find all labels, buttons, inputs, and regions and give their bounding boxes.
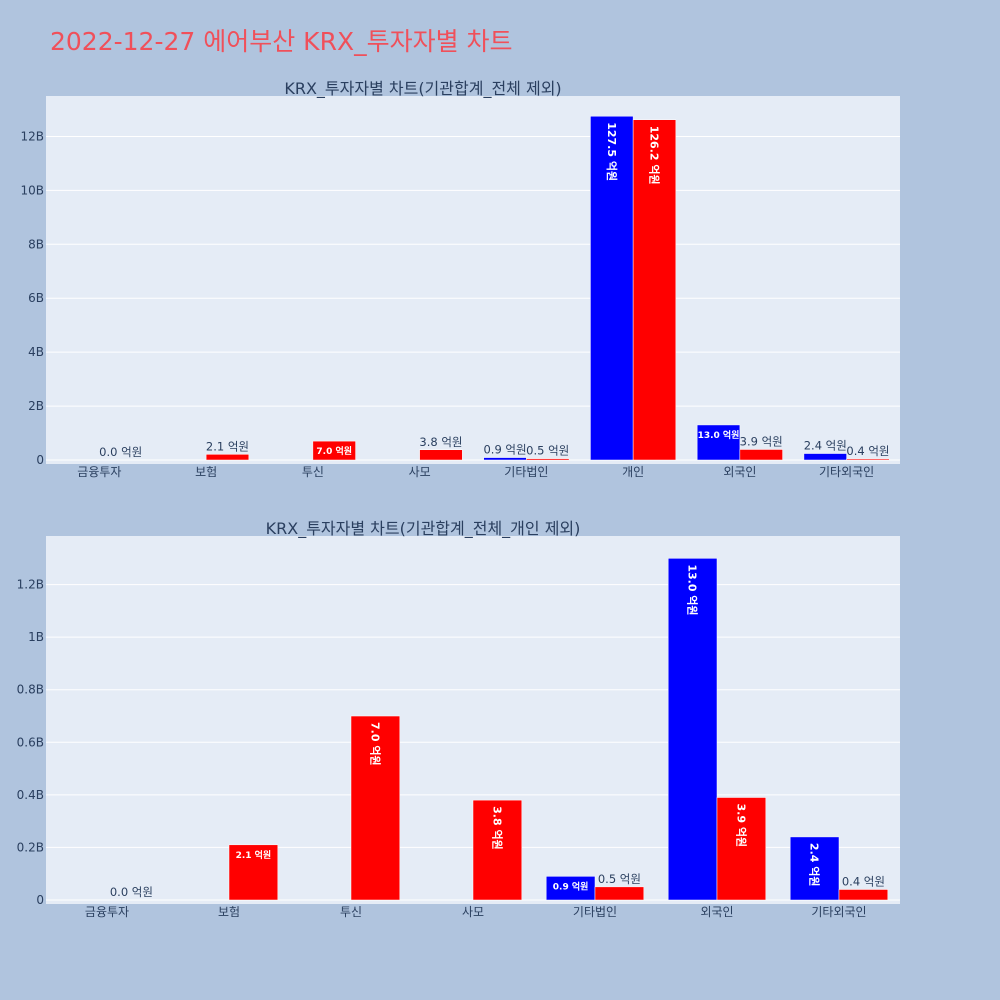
bar-data-label: 126.2 억원	[647, 126, 661, 185]
bar-data-label: 3.8 억원	[490, 806, 504, 850]
x-tick-label: 투신	[302, 465, 324, 479]
chart-title: KRX_투자자별 차트(기관합계_전체 제외)	[284, 79, 561, 99]
y-tick-label: 0	[36, 893, 44, 907]
bar[interactable]	[838, 889, 889, 901]
chart-1: 0 2B 4B 6B 8B 10B 12B KRX_투자자별 차트(기관합계_전체 제외) 금융…	[20, 79, 900, 479]
bar-data-label: 0.9 억원	[483, 443, 526, 457]
bar-data-label: 0.4 억원	[842, 874, 885, 888]
x-tick-label: 외국인	[723, 465, 756, 479]
bar-data-label: 2.1 억원	[206, 439, 249, 453]
bar-data-label: 7.0 억원	[368, 722, 382, 766]
page-title: 2022-12-27 에어부산 KRX_투자자별 차트	[50, 27, 513, 56]
bar-data-label: 7.0 억원	[316, 445, 352, 457]
chart-title: KRX_투자자별 차트(기관합계_전체_개인 제외)	[266, 519, 581, 539]
y-tick-label: 0.8B	[17, 683, 44, 697]
y-tick-label: 0.4B	[17, 788, 44, 802]
bar[interactable]	[419, 449, 463, 461]
y-tick-label: 0.2B	[17, 840, 44, 854]
y-tick-label: 4B	[28, 345, 44, 359]
bar-data-label: 3.9 억원	[734, 804, 748, 848]
bar-data-label: 2.1 억원	[236, 849, 272, 861]
y-tick-label: 6B	[28, 291, 44, 305]
x-tick-label: 기타법인	[504, 465, 548, 479]
x-tick-label: 개인	[622, 465, 644, 479]
bar-data-label: 0.0 억원	[99, 445, 142, 459]
bar-data-label: 3.8 억원	[419, 435, 462, 449]
bar[interactable]	[716, 797, 767, 901]
bar[interactable]	[789, 836, 840, 901]
bar[interactable]	[739, 449, 783, 461]
bar[interactable]	[350, 715, 401, 901]
x-tick-label: 금융투자	[77, 465, 121, 479]
x-tick-label: 금융투자	[85, 905, 129, 919]
bar[interactable]	[205, 454, 250, 461]
bar[interactable]	[846, 458, 890, 461]
bar-data-label: 2.4 억원	[808, 843, 822, 887]
y-tick-label: 1B	[28, 630, 44, 644]
bar[interactable]	[667, 558, 718, 901]
x-tick-label: 보험	[218, 905, 240, 919]
x-tick-label: 보험	[195, 465, 217, 479]
x-tick-label: 투신	[340, 905, 362, 919]
x-tick-label: 사모	[409, 465, 431, 479]
y-tick-label: 1.2B	[17, 578, 44, 592]
bar-data-label: 0.0 억원	[110, 885, 153, 899]
bar[interactable]	[483, 457, 527, 461]
y-tick-label: 12B	[20, 129, 44, 143]
bar-data-label: 13.0 억원	[698, 429, 740, 441]
x-tick-label: 기타법인	[573, 905, 617, 919]
bar-data-label: 13.0 억원	[686, 564, 700, 615]
bar[interactable]	[472, 799, 523, 901]
bar-data-label: 3.9 억원	[740, 434, 783, 448]
bar-data-label: 2.4 억원	[804, 439, 847, 453]
y-tick-label: 2B	[28, 399, 44, 413]
x-tick-label: 기타외국인	[819, 465, 874, 479]
y-tick-label: 0.6B	[17, 735, 44, 749]
y-tick-label: 10B	[20, 183, 44, 197]
bar-data-label: 0.4 억원	[846, 444, 889, 458]
y-tick-label: 8B	[28, 237, 44, 251]
bar-data-label: 0.5 억원	[526, 444, 569, 458]
bar-data-label: 0.9 억원	[553, 880, 589, 892]
bar[interactable]	[590, 115, 634, 461]
bar[interactable]	[526, 458, 570, 461]
x-tick-label: 기타외국인	[811, 905, 866, 919]
bar[interactable]	[594, 886, 645, 901]
bar[interactable]	[803, 453, 847, 461]
chart-2: 0 0.2B 0.4B 0.6B 0.8B 1B 1.2B KRX_투자자별 차트(기관합계_…	[17, 519, 900, 919]
x-tick-label: 외국인	[700, 905, 733, 919]
y-tick-label: 0	[36, 453, 44, 467]
bar[interactable]	[632, 119, 677, 461]
bar[interactable]	[696, 424, 741, 461]
plot-area	[46, 96, 900, 464]
bar-data-label: 127.5 억원	[605, 122, 619, 181]
bar[interactable]	[228, 844, 279, 901]
bar[interactable]	[312, 440, 356, 461]
bar-data-label: 0.5 억원	[598, 872, 641, 886]
x-tick-label: 사모	[462, 905, 484, 919]
